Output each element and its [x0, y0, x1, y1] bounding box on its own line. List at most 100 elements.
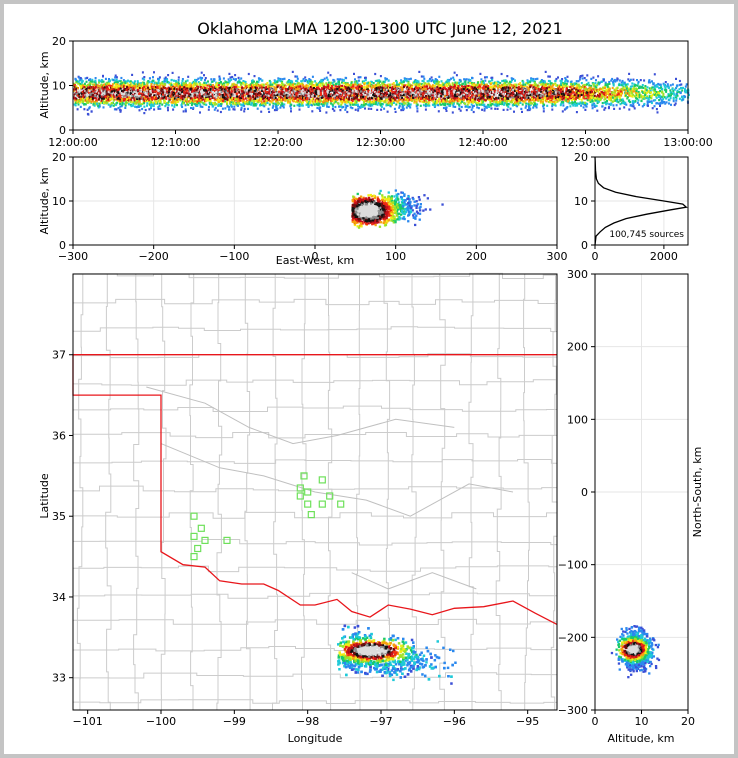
time-height-density-cell [201, 91, 204, 94]
time-height-density-cell [172, 86, 175, 89]
time-height-density-cell [306, 79, 309, 82]
time-height-density-cell [299, 84, 302, 87]
time-height-density-cell [333, 102, 336, 105]
time-height-density-cell [397, 90, 400, 93]
time-height-density-cell [204, 100, 207, 103]
time-height-density-cell [77, 103, 80, 106]
time-height-density-cell [413, 99, 416, 102]
time-height-density-cell [140, 96, 143, 99]
time-height-density-cell [434, 78, 437, 81]
time-height-density-cell [362, 91, 365, 95]
time-height-density-cell [371, 89, 373, 92]
time-height-density-cell [129, 80, 132, 83]
time-height-density-cell [246, 96, 249, 99]
time-height-density-cell [174, 103, 177, 106]
time-height-density-cell [407, 98, 410, 101]
time-height-density-cell [415, 97, 418, 101]
time-height-density-cell [124, 81, 127, 84]
time-height-density-cell [345, 82, 348, 85]
time-height-density-cell [242, 97, 245, 100]
time-height-density-cell [255, 99, 258, 102]
time-height-density-cell [296, 89, 299, 92]
time-height-density-cell [232, 100, 235, 103]
time-height-density-cell [310, 92, 313, 95]
time-height-density-cell [132, 87, 135, 90]
time-height-density-cell [391, 83, 394, 86]
time-height-density-cell [279, 80, 282, 83]
time-height-density-cell [434, 79, 437, 83]
time-height-density-cell [78, 90, 81, 93]
time-height-density-cell [104, 101, 107, 104]
time-height-density-cell [91, 83, 94, 86]
time-height-density-cell [360, 103, 363, 106]
time-height-density-cell [340, 87, 343, 90]
time-height-density-cell [395, 79, 398, 83]
time-height-density-cell [400, 90, 403, 93]
time-height-density-cell [152, 101, 154, 104]
time-height-density-cell [91, 78, 94, 81]
time-height-density-cell [114, 89, 116, 93]
time-height-density-cell [177, 96, 180, 99]
time-height-density-cell [111, 102, 113, 105]
time-height-density-cell [293, 91, 296, 94]
time-height-density-cell [231, 97, 234, 100]
time-height-density-cell [227, 89, 230, 92]
time-height-density-cell [357, 104, 360, 108]
time-height-density-cell [425, 103, 427, 106]
time-height-density-cell [201, 77, 204, 80]
time-height-density-cell [270, 95, 273, 98]
time-height-density-cell [198, 88, 201, 92]
time-height-density-cell [394, 92, 397, 95]
time-height-density-cell [155, 90, 158, 93]
time-height-density-cell [325, 111, 328, 114]
time-height-density-cell [179, 97, 182, 100]
time-height-density-cell [228, 79, 231, 83]
time-height-density-cell [303, 93, 306, 96]
time-height-density-cell [355, 93, 358, 96]
time-height-density-cell [128, 90, 131, 93]
time-height-density-cell [264, 90, 267, 93]
time-height-density-cell [256, 80, 258, 83]
time-height-density-cell [377, 102, 380, 105]
time-height-density-cell [190, 84, 193, 87]
time-height-density-cell [125, 90, 128, 93]
time-height-density-cell [354, 99, 357, 102]
time-height-density-cell [146, 85, 149, 88]
time-height-density-cell [311, 87, 314, 90]
time-height-density-cell [433, 102, 436, 105]
time-height-density-cell [130, 82, 133, 85]
time-height-density-cell [199, 105, 202, 108]
time-height-density-cell [283, 103, 286, 106]
time-height-density-cell [307, 79, 310, 83]
time-height-density-cell [141, 71, 144, 74]
time-height-density-cell [292, 89, 295, 92]
time-height-density-cell [389, 83, 392, 86]
time-height-density-cell [382, 85, 385, 88]
time-height-density-cell [421, 86, 424, 89]
time-height-density-cell [134, 101, 137, 104]
time-height-density-cell [420, 75, 423, 78]
time-height-density-cell [255, 86, 258, 89]
time-height-density-cell [259, 91, 261, 94]
time-height-density-cell [233, 108, 236, 111]
time-height-density-cell [90, 87, 93, 90]
time-height-density-cell [225, 87, 228, 90]
time-height-density-cell [379, 80, 382, 83]
time-height-density-cell [198, 82, 201, 85]
time-height-density-cell [104, 96, 107, 99]
time-height-density-cell [180, 86, 183, 89]
time-height-density-cell [173, 79, 175, 82]
time-height-density-cell [136, 97, 139, 100]
time-height-density-cell [267, 87, 270, 90]
time-height-density-cell [418, 85, 421, 88]
time-height-density-cell [216, 94, 219, 97]
time-height-density-cell [417, 80, 420, 83]
time-height-density-cell [89, 80, 92, 83]
time-height-density-cell [330, 81, 332, 84]
time-height-density-cell [290, 94, 292, 97]
time-height-density-cell [92, 94, 94, 97]
time-height-density-cell [146, 99, 149, 102]
time-height-density-cell [372, 93, 375, 96]
time-height-density-cell [106, 96, 109, 99]
time-height-density-cell [188, 89, 191, 92]
